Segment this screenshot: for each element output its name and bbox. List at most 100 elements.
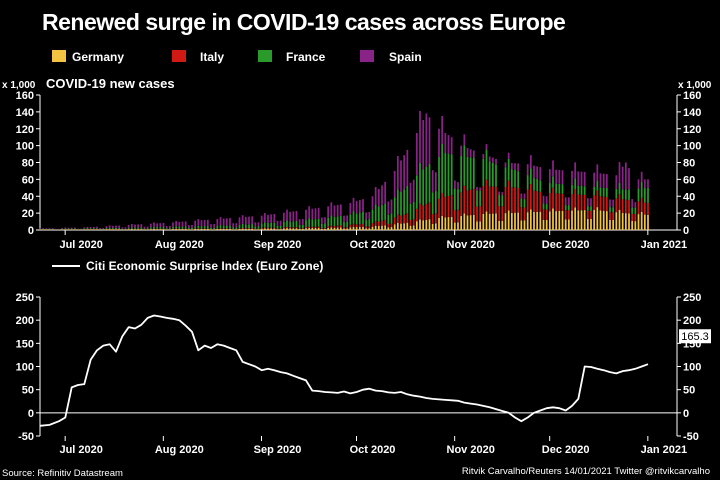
- bar-segment-germany: [200, 228, 203, 230]
- bar-segment-spain: [324, 217, 326, 224]
- bar-segment-italy: [561, 193, 564, 211]
- bar-segment-italy: [460, 192, 463, 216]
- bar-segment-france: [203, 226, 206, 229]
- bar-segment-germany: [254, 229, 257, 230]
- bar-segment-spain: [206, 219, 209, 227]
- bar-segment-italy: [545, 209, 548, 220]
- top-y-tick-label-right: 0: [683, 225, 689, 237]
- bar-segment-france: [305, 220, 307, 227]
- bar-segment-spain: [244, 216, 247, 225]
- bar-segment-france: [365, 219, 368, 227]
- bar-segment-germany: [118, 229, 121, 230]
- bar-segment-france: [83, 228, 86, 230]
- bar-segment-italy: [539, 191, 542, 212]
- bar-segment-italy: [567, 210, 570, 220]
- bar-segment-germany: [637, 214, 640, 230]
- bar-segment-spain: [466, 148, 469, 157]
- bar-segment-germany: [447, 217, 450, 230]
- top-y-tick-label-right: 40: [683, 191, 695, 203]
- bar-segment-spain: [311, 208, 314, 220]
- bar-segment-spain: [396, 156, 399, 190]
- bar-segment-germany: [558, 210, 561, 230]
- bar-segment-italy: [419, 203, 421, 220]
- bar-segment-germany: [548, 211, 551, 230]
- bar-segment-italy: [352, 223, 355, 227]
- bottom-y-tick-label-right: 0: [683, 408, 689, 420]
- bar-segment-germany: [317, 227, 320, 230]
- bar-segment-germany: [434, 223, 437, 230]
- bar-segment-italy: [438, 198, 440, 218]
- bar-segment-germany: [498, 220, 501, 230]
- bar-segment-spain: [115, 225, 117, 228]
- bar-segment-france: [567, 205, 570, 211]
- bar-segment-spain: [529, 155, 532, 169]
- bar-segment-france: [67, 228, 70, 230]
- bottom-y-tick-label-left: 200: [16, 315, 34, 327]
- bar-segment-italy: [409, 219, 412, 226]
- bar-segment-spain: [393, 170, 396, 198]
- bar-segment-spain: [593, 172, 596, 187]
- bar-segment-germany: [615, 212, 618, 230]
- bar-segment-italy: [450, 195, 453, 217]
- bar-segment-france: [254, 226, 257, 229]
- bar-segment-italy: [406, 213, 409, 223]
- bar-segment-germany: [222, 228, 225, 230]
- bar-segment-spain: [469, 149, 472, 158]
- bar-segment-france: [533, 177, 535, 191]
- bar-segment-germany: [403, 223, 406, 230]
- bar-segment-spain: [548, 169, 551, 184]
- bar-segment-france: [387, 214, 390, 224]
- top-y-tick-label-left: 40: [22, 191, 34, 203]
- bar-segment-france: [605, 187, 608, 198]
- bar-segment-france: [229, 225, 231, 229]
- bar-segment-germany: [545, 219, 548, 230]
- bar-segment-france: [92, 228, 95, 230]
- bar-segment-spain: [301, 219, 304, 225]
- bar-segment-germany: [336, 227, 339, 230]
- bar-segment-spain: [612, 199, 615, 208]
- bar-segment-italy: [618, 194, 621, 210]
- bar-segment-spain: [577, 171, 580, 186]
- bar-segment-france: [102, 228, 105, 230]
- bar-segment-france: [330, 215, 333, 226]
- bar-segment-france: [476, 190, 478, 207]
- bar-segment-italy: [583, 194, 586, 211]
- bar-segment-germany: [168, 229, 171, 230]
- bar-segment-germany: [510, 212, 513, 230]
- bar-segment-italy: [415, 208, 418, 222]
- bar-segment-france: [222, 225, 225, 229]
- bar-segment-spain: [248, 216, 250, 225]
- legend-label-france: France: [286, 50, 326, 64]
- bar-segment-germany: [279, 229, 282, 230]
- bottom-legend: Citi Economic Surprise Index (Euro Zone): [52, 259, 323, 273]
- bar-segment-france: [134, 227, 136, 229]
- bar-segment-spain: [453, 180, 456, 189]
- bar-segment-france: [609, 207, 611, 213]
- bar-segment-italy: [605, 197, 608, 212]
- bar-segment-italy: [286, 226, 288, 229]
- bar-segment-france: [156, 227, 159, 229]
- bar-segment-france: [358, 212, 361, 225]
- bar-segment-france: [599, 187, 602, 197]
- bar-segment-spain: [184, 221, 187, 227]
- bar-segment-germany: [232, 229, 235, 230]
- bar-segment-france: [143, 228, 146, 230]
- bar-segment-france: [381, 205, 383, 221]
- bar-segment-spain: [596, 164, 599, 181]
- bar-segment-spain: [514, 163, 516, 170]
- bar-segment-spain: [286, 209, 288, 221]
- legend-france: France: [258, 50, 326, 64]
- bar-segment-italy: [412, 219, 415, 226]
- bar-segment-spain: [602, 173, 605, 188]
- bar-segment-italy: [542, 209, 545, 220]
- bar-segment-france: [295, 221, 298, 228]
- bar-segment-germany: [73, 229, 76, 230]
- bar-segment-italy: [558, 193, 561, 211]
- bar-segment-italy: [301, 228, 304, 229]
- bar-segment-spain: [368, 211, 371, 220]
- bar-segment-germany: [612, 219, 615, 230]
- bar-segment-spain: [305, 209, 307, 221]
- bar-segment-germany: [324, 228, 326, 230]
